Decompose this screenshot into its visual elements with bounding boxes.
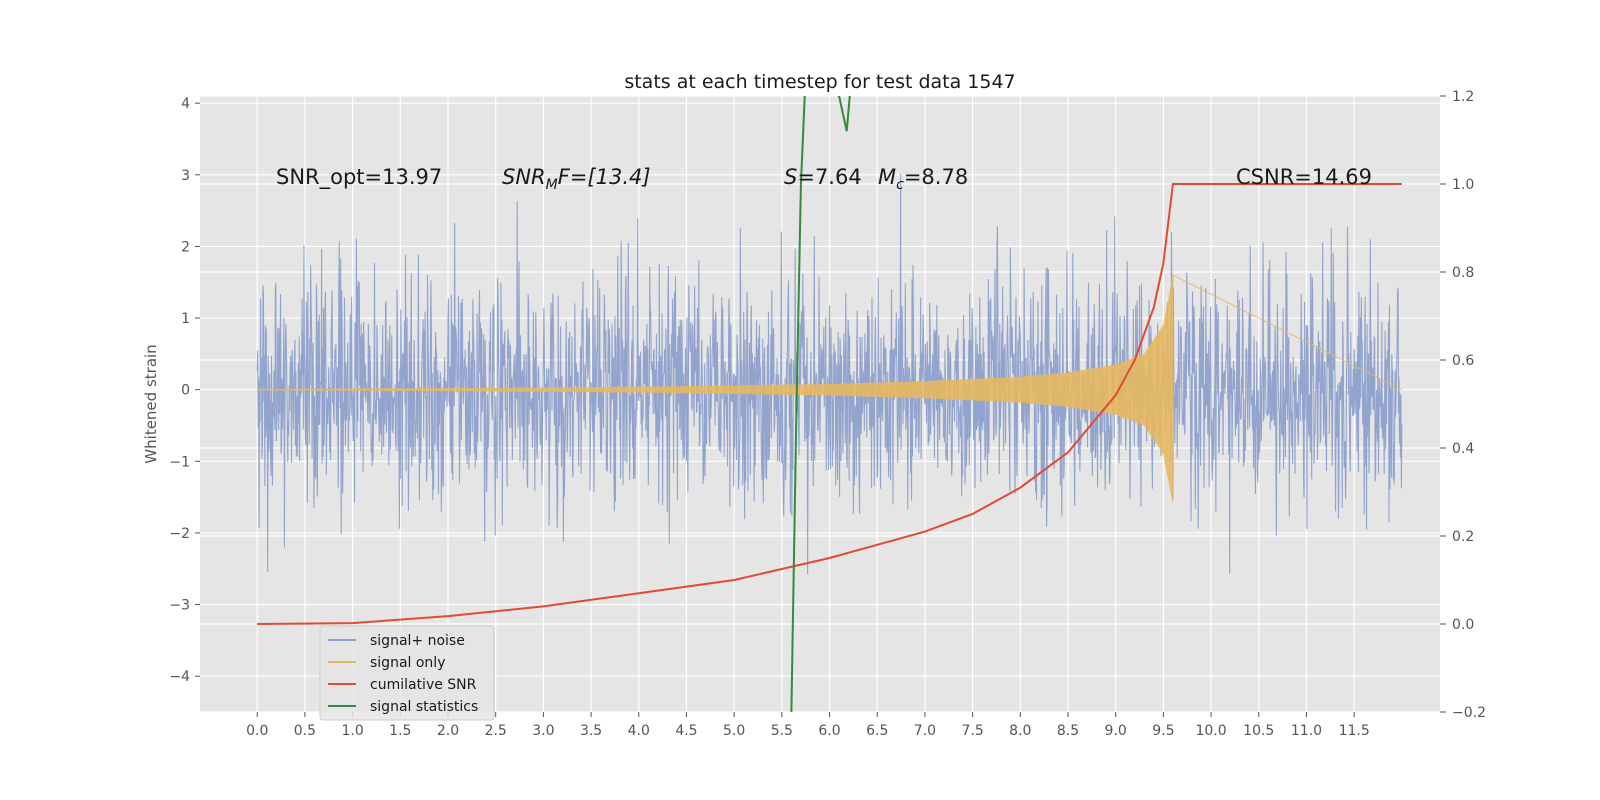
legend-label-signal-only: signal only xyxy=(370,655,445,671)
legend-label-cumilative-snr: cumilative SNR xyxy=(370,677,477,693)
x-tick-label: 5.5 xyxy=(771,723,793,739)
plot-series xyxy=(256,96,1403,712)
legend-item-signal-only: signal only xyxy=(328,655,445,671)
legend-box xyxy=(319,625,495,721)
y-left-tick-label: −3 xyxy=(169,598,190,614)
x-tick-label: 10.5 xyxy=(1243,723,1274,739)
y-axis-label: Whitened strain xyxy=(142,344,160,463)
y-left-tick-label: 1 xyxy=(181,311,190,327)
y-right-tick-label: 0.6 xyxy=(1452,353,1474,369)
annotation-snr-mf-rest: F=[13.4] xyxy=(558,165,651,189)
x-tick-label: 2.0 xyxy=(437,723,459,739)
annotation-snr-mf-sub: M xyxy=(546,177,558,193)
legend-item-signal-noise: signal+ noise xyxy=(328,633,465,649)
legend-item-cumilative-snr: cumilative SNR xyxy=(328,677,477,693)
series-signal-noise xyxy=(256,173,1403,575)
annotation-s-rest: =7.64 xyxy=(797,165,861,189)
annotation-s-main: S xyxy=(784,165,797,189)
annotation-mc: Mc=8.78 xyxy=(878,165,968,193)
annotation-s: S=7.64 xyxy=(784,165,862,189)
x-tick-label: 7.0 xyxy=(914,723,936,739)
annotation-snr-opt: SNR_opt=13.97 xyxy=(276,165,442,190)
y-right-tick-label: 1.2 xyxy=(1452,89,1474,105)
axes: 0.0 0.5 1.0 1.5 2.0 2.5 3.0 3.5 4.0 4.5 5.0 5.5 6.0 6… xyxy=(169,89,1486,739)
annotation-mc-sub: c xyxy=(896,177,904,193)
x-tick-label: 5.0 xyxy=(723,723,745,739)
annotation-mc-main: M xyxy=(878,165,896,189)
x-tick-label: 10.0 xyxy=(1195,723,1226,739)
x-tick-label: 7.5 xyxy=(961,723,983,739)
legend-label-signal-statistics: signal statistics xyxy=(370,699,478,715)
annotation-csnr: CSNR=14.69 xyxy=(1236,165,1372,189)
y-left-tick-label: −2 xyxy=(169,526,190,542)
x-tick-label: 9.0 xyxy=(1105,723,1127,739)
x-tick-label: 4.5 xyxy=(675,723,697,739)
y-right-tick-label: 0.8 xyxy=(1452,265,1474,281)
series-signal-statistics xyxy=(790,96,851,712)
annotation-snr-mf-main: SNR xyxy=(502,165,546,189)
y-right-tick-label: −0.2 xyxy=(1452,705,1486,721)
x-tick-label: 4.0 xyxy=(628,723,650,739)
y-left-tick-label: −4 xyxy=(169,669,190,685)
y-left-tick-label: 4 xyxy=(181,96,190,112)
y-right-tick-label: 0.0 xyxy=(1452,617,1474,633)
legend: signal+ noise signal only cumilative SNR… xyxy=(319,625,495,721)
annotations: SNR_opt=13.97 SNRMF=[13.4] S=7.64 Mc=8.7… xyxy=(276,165,1372,193)
y-left-tick-label: 0 xyxy=(181,383,190,399)
annotation-mc-rest: =8.78 xyxy=(904,165,968,189)
y-left-tick-label: −1 xyxy=(169,454,190,470)
legend-item-signal-statistics: signal statistics xyxy=(328,699,478,715)
x-tick-label: 2.5 xyxy=(485,723,507,739)
x-tick-label: 8.0 xyxy=(1009,723,1031,739)
x-tick-label: 3.5 xyxy=(580,723,602,739)
grid xyxy=(200,95,1440,713)
x-tick-label: 1.0 xyxy=(341,723,363,739)
y-left-tick-label: 3 xyxy=(181,168,190,184)
series-signal-only xyxy=(256,274,1403,503)
x-tick-label: 8.5 xyxy=(1057,723,1079,739)
y-right-tick-label: 1.0 xyxy=(1452,177,1474,193)
x-tick-label: 9.5 xyxy=(1152,723,1174,739)
chart-title: stats at each timestep for test data 154… xyxy=(624,71,1015,93)
x-tick-label: 0.0 xyxy=(246,723,268,739)
series-cumilative-snr xyxy=(257,183,1402,625)
x-tick-label: 3.0 xyxy=(532,723,554,739)
legend-label-signal-noise: signal+ noise xyxy=(370,633,465,649)
x-tick-label: 6.5 xyxy=(866,723,888,739)
x-tick-label: 11.0 xyxy=(1291,723,1322,739)
annotation-snr-mf: SNRMF=[13.4] xyxy=(502,165,651,193)
x-tick-label: 11.5 xyxy=(1339,723,1370,739)
x-tick-label: 1.5 xyxy=(389,723,411,739)
x-tick-label: 0.5 xyxy=(294,723,316,739)
y-left-tick-label: 2 xyxy=(181,239,190,255)
x-tick-label: 6.0 xyxy=(818,723,840,739)
y-right-tick-label: 0.2 xyxy=(1452,529,1474,545)
y-right-tick-label: 0.4 xyxy=(1452,441,1474,457)
